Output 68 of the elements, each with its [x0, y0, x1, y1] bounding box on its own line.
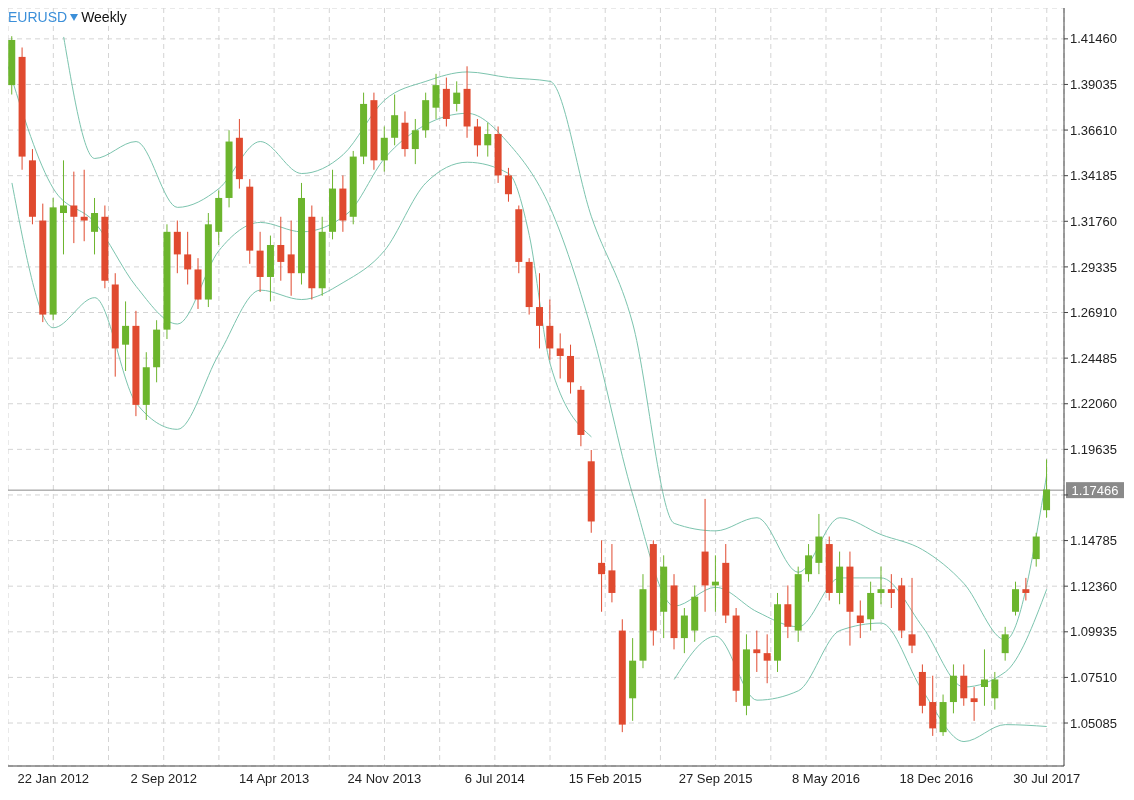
candlestick — [1001, 626, 1009, 662]
x-tick-label: 15 Feb 2015 — [568, 771, 642, 787]
x-tick-label: 27 Sep 2015 — [678, 771, 753, 787]
y-tick-label: 1.24485 — [1070, 350, 1117, 366]
x-tick-label: 6 Jul 2014 — [464, 771, 525, 787]
candlestick — [608, 543, 616, 603]
candlestick — [1022, 577, 1030, 601]
chart-subtitle: Weekly — [81, 8, 127, 26]
y-tick-label: 1.36610 — [1070, 122, 1117, 138]
y-tick-label: 1.09935 — [1070, 624, 1117, 640]
x-tick-label: 30 Jul 2017 — [1013, 771, 1081, 787]
candlestick — [59, 159, 67, 255]
y-tick-label: 1.41460 — [1070, 31, 1117, 47]
y-tick-label: 1.19635 — [1070, 441, 1117, 457]
candlestick — [856, 599, 864, 639]
candlestick — [556, 332, 564, 380]
y-tick-label: 1.39035 — [1070, 77, 1117, 93]
y-tick-label: 1.12360 — [1070, 578, 1117, 594]
candlestick — [380, 126, 388, 173]
candlestick — [432, 73, 440, 120]
candlestick — [473, 118, 481, 158]
candlestick — [970, 686, 978, 722]
candlestick — [680, 607, 688, 654]
x-tick-label: 18 Dec 2016 — [899, 771, 974, 787]
candlestick — [763, 633, 771, 684]
candlestick — [960, 663, 968, 707]
ref-line-label: 1.17466 — [1071, 483, 1119, 499]
y-tick-label: 1.31760 — [1070, 213, 1117, 229]
candlestick — [908, 577, 916, 654]
chart-title: EURUSD — [8, 8, 68, 26]
candlestick — [484, 122, 492, 158]
candlestick — [277, 216, 285, 282]
candlestick — [504, 167, 512, 203]
candlestick — [980, 648, 988, 707]
y-tick-label: 1.14785 — [1070, 533, 1117, 549]
candlestick — [122, 300, 130, 372]
candlestick — [536, 272, 543, 349]
candlestick — [411, 118, 419, 165]
candlestick — [546, 299, 554, 361]
candlestick — [91, 197, 99, 255]
candlestick — [70, 171, 78, 244]
candlestick — [877, 566, 885, 605]
candlestick — [173, 220, 181, 274]
candlestick — [753, 630, 761, 673]
candlestick — [1043, 458, 1051, 519]
candlestick — [887, 573, 895, 609]
candlestick — [287, 220, 295, 297]
candlestick — [80, 169, 88, 242]
y-tick-label: 1.34185 — [1070, 168, 1117, 184]
candlestick — [805, 543, 813, 583]
x-tick-label: 8 May 2016 — [792, 771, 860, 787]
x-tick-label: 14 Apr 2013 — [239, 771, 310, 787]
candlestick — [453, 80, 461, 112]
candlestick — [391, 94, 399, 146]
candlestick — [784, 584, 792, 639]
candlestick — [1032, 532, 1040, 568]
y-tick-label: 1.07510 — [1070, 670, 1117, 686]
x-tick-label: 24 Nov 2013 — [347, 771, 422, 787]
candlestick — [991, 671, 999, 711]
candlestick — [598, 539, 606, 613]
candlestick — [184, 231, 192, 285]
x-tick-label: 22 Jan 2012 — [17, 771, 90, 787]
candlestick — [1012, 581, 1020, 617]
y-tick-label: 1.26910 — [1070, 305, 1117, 321]
y-tick-label: 1.22060 — [1070, 396, 1117, 412]
y-tick-label: 1.05085 — [1070, 715, 1117, 731]
x-tick-label: 2 Sep 2012 — [130, 771, 197, 787]
y-tick-label: 1.29335 — [1070, 259, 1117, 275]
